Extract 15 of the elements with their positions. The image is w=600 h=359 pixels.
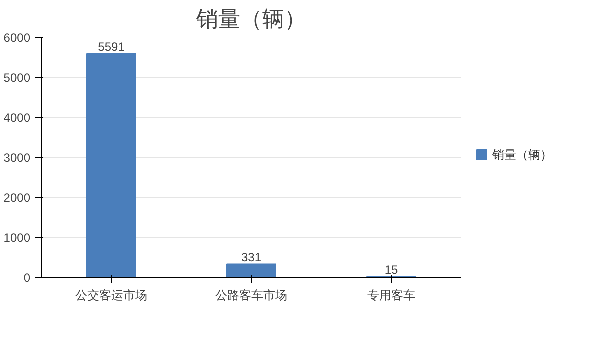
x-tick-label: 公路客车市场 (216, 288, 288, 302)
y-tick-label: 3000 (4, 151, 31, 165)
y-tick-label: 1000 (4, 231, 31, 245)
data-label: 15 (384, 262, 398, 277)
y-tick-label: 6000 (4, 31, 31, 45)
y-tick-label: 0 (24, 271, 31, 285)
x-tick-label: 公交客运市场 (76, 288, 148, 302)
y-tick-label: 5000 (4, 71, 31, 85)
data-label: 331 (241, 250, 262, 264)
data-label: 5591 (98, 40, 126, 54)
x-tick-label: 专用客车 (368, 288, 416, 302)
legend-label: 销量（辆） (491, 148, 552, 162)
y-tick-label: 4000 (4, 111, 31, 125)
chart-title: 销量（辆） (196, 8, 306, 32)
y-tick-label: 2000 (4, 191, 31, 205)
